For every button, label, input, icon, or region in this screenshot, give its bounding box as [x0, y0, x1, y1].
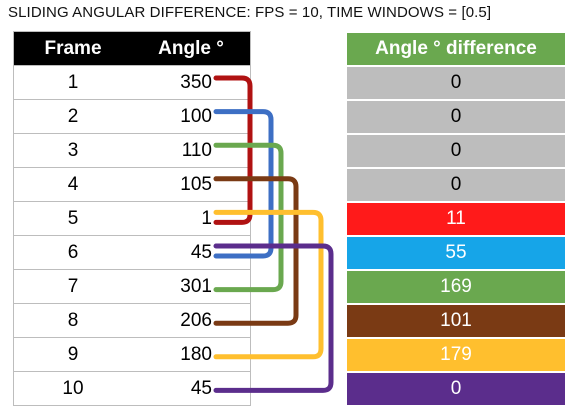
angle-cell: 301 — [132, 269, 251, 304]
table-row: 10 45 — [13, 371, 251, 406]
frame-cell: 9 — [13, 337, 132, 372]
frame-cell: 7 — [13, 269, 132, 304]
angle-cell: 206 — [132, 303, 251, 338]
angle-cell: 1 — [132, 201, 251, 236]
connector-frame-3-to-7 — [213, 142, 284, 293]
difference-cell: 179 — [347, 339, 565, 371]
connector-frame-6-to-10 — [213, 243, 334, 393]
table-row: 4 105 — [13, 167, 251, 202]
angle-cell: 110 — [132, 133, 251, 168]
angle-cell: 180 — [132, 337, 251, 372]
difference-cell: 0 — [347, 169, 565, 201]
table-row: 8 206 — [13, 303, 251, 338]
difference-column: Angle ° difference 0 0 0 0 11 55 169 101… — [347, 33, 565, 407]
connector-frame-2-to-6 — [213, 109, 274, 259]
difference-cell: 55 — [347, 237, 565, 269]
angle-cell: 105 — [132, 167, 251, 202]
frame-cell: 4 — [13, 167, 132, 202]
difference-cell: 0 — [347, 67, 565, 99]
difference-cell: 0 — [347, 101, 565, 133]
table-row: 2 100 — [13, 99, 251, 134]
difference-cell: 169 — [347, 271, 565, 303]
frame-cell: 6 — [13, 235, 132, 270]
difference-cell: 101 — [347, 305, 565, 337]
frame-cell: 1 — [13, 65, 132, 100]
angle-cell: 100 — [132, 99, 251, 134]
difference-cell: 11 — [347, 203, 565, 235]
angle-cell: 45 — [132, 235, 251, 270]
frame-cell: 5 — [13, 201, 132, 236]
frame-cell: 10 — [13, 371, 132, 406]
table-row: 6 45 — [13, 235, 251, 270]
connector-frame-1-to-5 — [213, 75, 253, 225]
page-title: SLIDING ANGULAR DIFFERENCE: FPS = 10, TI… — [8, 4, 492, 21]
angle-cell: 350 — [132, 65, 251, 100]
table-header-row: Frame Angle ° — [13, 31, 251, 66]
frame-cell: 2 — [13, 99, 132, 134]
connector-frame-5-to-9 — [213, 209, 324, 360]
header-frame: Frame — [13, 31, 132, 66]
table-row: 9 180 — [13, 337, 251, 372]
table-row: 3 110 — [13, 133, 251, 168]
difference-cell: 0 — [347, 373, 565, 405]
connector-frame-4-to-8 — [213, 176, 299, 326]
difference-cell: 0 — [347, 135, 565, 167]
table-row: 7 301 — [13, 269, 251, 304]
difference-header: Angle ° difference — [347, 33, 565, 65]
table-row: 1 350 — [13, 65, 251, 100]
header-angle: Angle ° — [132, 31, 251, 66]
frame-cell: 8 — [13, 303, 132, 338]
frame-cell: 3 — [13, 133, 132, 168]
